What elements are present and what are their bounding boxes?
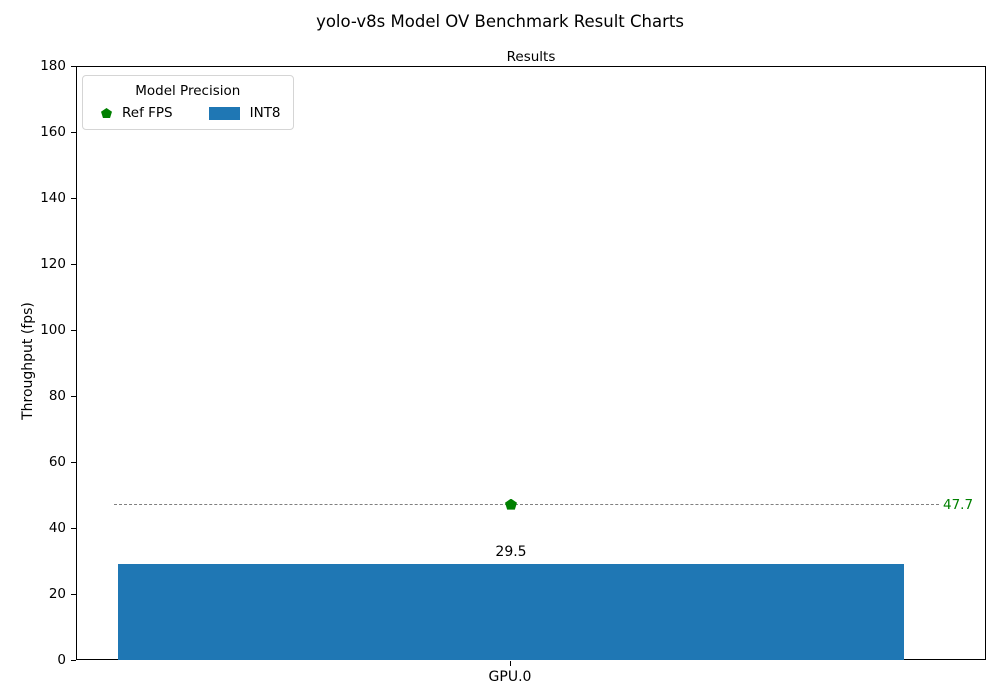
legend-item-ref-fps: Ref FPS	[122, 105, 173, 121]
reference-fps-marker-icon	[505, 498, 517, 510]
y-tick-mark	[71, 132, 76, 133]
y-tick-mark	[71, 66, 76, 67]
x-tick-mark	[510, 661, 511, 666]
y-axis-label: Throughput (fps)	[20, 302, 36, 420]
y-tick-mark	[71, 528, 76, 529]
rect-patch-icon	[208, 106, 240, 120]
legend-item-int8: INT8	[249, 105, 281, 121]
y-tick-label-140: 140	[40, 190, 66, 206]
legend-items-row: Ref FPS INT8	[95, 105, 281, 121]
y-tick-label-20: 20	[48, 586, 66, 602]
y-tick-label-100: 100	[40, 322, 66, 338]
plot-area: Model Precision Ref FPS INT8 47.7 29.5	[76, 66, 986, 660]
y-tick-mark	[71, 660, 76, 661]
reference-fps-value: 47.7	[943, 496, 974, 513]
bar-int8-gpu0	[118, 563, 904, 660]
y-tick-label-40: 40	[48, 520, 66, 536]
y-tick-mark	[71, 330, 76, 331]
y-tick-label-60: 60	[48, 454, 66, 470]
legend-title: Model Precision	[135, 83, 241, 99]
legend: Model Precision Ref FPS INT8	[82, 75, 294, 130]
reference-fps-line	[114, 503, 939, 505]
y-tick-mark	[71, 594, 76, 595]
y-tick-mark	[71, 462, 76, 463]
x-tick-label-gpu0: GPU.0	[488, 669, 532, 685]
bar-value-label: 29.5	[495, 543, 527, 560]
y-tick-mark	[71, 264, 76, 265]
y-tick-label-120: 120	[40, 256, 66, 272]
y-tick-label-0: 0	[57, 652, 66, 668]
axes-title: Results	[506, 49, 556, 65]
y-tick-mark	[71, 198, 76, 199]
y-tick-label-160: 160	[40, 124, 66, 140]
y-tick-label-180: 180	[40, 58, 66, 74]
figure-title: yolo-v8s Model OV Benchmark Result Chart…	[316, 12, 684, 31]
pentagon-marker-icon	[101, 108, 112, 118]
y-tick-mark	[71, 396, 76, 397]
y-tick-label-80: 80	[48, 388, 66, 404]
